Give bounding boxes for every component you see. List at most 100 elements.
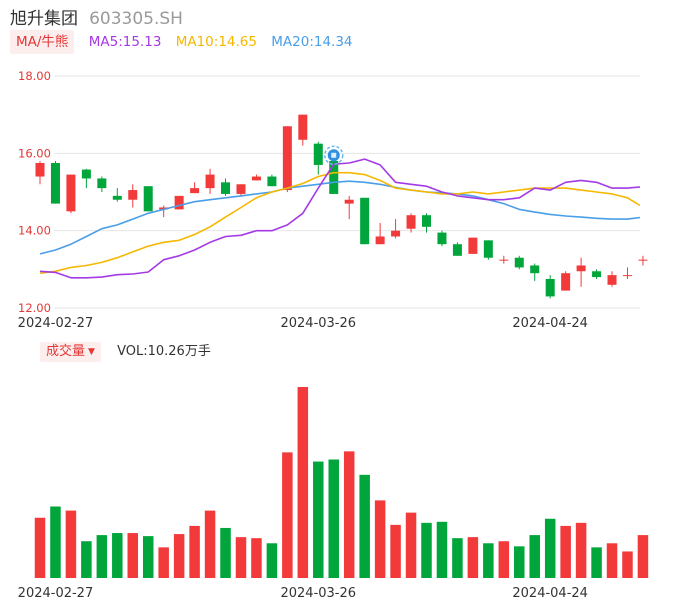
candle xyxy=(375,222,385,245)
volume-bar xyxy=(189,525,200,578)
volume-bar xyxy=(591,547,602,578)
volume-bar xyxy=(544,518,556,578)
ma10-legend-value: MA10:14.65 xyxy=(175,34,257,50)
candlestick-series xyxy=(35,114,648,299)
moving-average-lines xyxy=(39,158,641,279)
volume-value: VOL:10.26万手 xyxy=(117,344,211,359)
candle xyxy=(313,141,323,175)
candle-body xyxy=(174,195,184,210)
volume-bar xyxy=(514,546,525,578)
candle xyxy=(298,114,308,146)
candle-body xyxy=(97,178,107,189)
candle xyxy=(66,174,76,214)
candle-body xyxy=(313,143,323,165)
candle-body xyxy=(205,174,215,189)
candle xyxy=(561,271,571,291)
candle-body xyxy=(592,271,602,278)
candle-body xyxy=(576,265,586,272)
candle xyxy=(422,213,431,233)
volume-bar xyxy=(34,517,46,578)
candle-body xyxy=(422,215,431,227)
stock-header: 旭升集团 603305.SH xyxy=(10,4,183,29)
candle xyxy=(35,161,45,185)
candle-body xyxy=(561,273,571,291)
candle xyxy=(159,205,169,218)
candle-body xyxy=(375,236,385,245)
candle xyxy=(190,182,200,194)
candle xyxy=(329,157,339,194)
candle-body xyxy=(406,215,416,229)
volume-bar xyxy=(452,538,463,578)
price-date-tick: 2024-04-24 xyxy=(512,316,588,331)
volume-bar xyxy=(390,524,401,578)
volume-bar xyxy=(65,510,77,578)
ma-indicator-selector[interactable]: MA/牛熊 xyxy=(10,30,75,54)
news-marker-icon[interactable] xyxy=(323,145,344,166)
candle-body xyxy=(468,237,478,254)
candle xyxy=(97,176,107,192)
volume-bar xyxy=(251,538,262,578)
volume-bar xyxy=(606,543,618,578)
candle xyxy=(360,197,370,245)
price-tick-label: 14.00 xyxy=(18,224,51,238)
candle-body xyxy=(236,184,246,194)
candle xyxy=(143,186,153,212)
price-tick-label: 18.00 xyxy=(18,69,51,83)
price-date-axis: 2024-02-27 2024-03-26 2024-04-24 xyxy=(18,316,588,331)
candle-body xyxy=(267,176,277,187)
ma5-line xyxy=(39,158,641,279)
volume-date-tick: 2024-02-27 xyxy=(18,586,94,601)
candle xyxy=(391,219,401,239)
ma20-legend-value: MA20:14.34 xyxy=(271,34,353,50)
candle xyxy=(128,184,138,208)
volume-bar xyxy=(173,534,185,578)
price-tick-label: 16.00 xyxy=(18,146,51,160)
candle xyxy=(452,242,462,256)
volume-series xyxy=(34,387,649,578)
volume-indicator-selector[interactable]: 成交量 ▼ xyxy=(40,342,101,362)
price-axis-labels: 12.00 14.00 16.00 18.00 xyxy=(18,69,51,315)
marker-glyph xyxy=(331,152,337,158)
volume-label: 成交量 xyxy=(46,344,86,359)
candle-body xyxy=(81,169,91,179)
candle xyxy=(499,255,509,264)
volume-legend: 成交量 ▼ VOL:10.26万手 xyxy=(40,342,211,362)
volume-bar xyxy=(297,387,309,578)
candle-body xyxy=(159,207,169,210)
volume-bar xyxy=(436,521,448,578)
candle-body xyxy=(622,275,632,277)
price-date-tick: 2024-02-27 xyxy=(18,316,94,331)
candle-body xyxy=(329,161,339,194)
volume-bar xyxy=(575,522,587,578)
candle-body xyxy=(66,174,76,212)
volume-bar xyxy=(421,522,432,578)
volume-bar xyxy=(374,500,386,578)
volume-bar xyxy=(96,535,108,578)
candle-body xyxy=(221,182,231,194)
volume-bar xyxy=(158,547,169,578)
candle xyxy=(514,255,524,270)
candle xyxy=(622,267,632,279)
candle xyxy=(282,126,292,192)
candle xyxy=(483,240,493,260)
candle xyxy=(174,195,184,210)
price-date-tick: 2024-03-26 xyxy=(280,316,356,331)
candle-body xyxy=(499,259,509,261)
candle xyxy=(344,195,354,220)
caret-down-icon: ▼ xyxy=(88,347,95,357)
volume-bar xyxy=(622,551,633,578)
volume-bar xyxy=(343,451,355,578)
candle-body xyxy=(282,126,292,191)
ma20-line xyxy=(39,180,641,255)
candle xyxy=(236,184,246,196)
candle xyxy=(221,178,231,196)
ma10-line xyxy=(39,171,641,274)
volume-bar xyxy=(637,535,649,578)
price-tick-label: 12.00 xyxy=(18,301,51,315)
volume-bar xyxy=(204,510,216,578)
volume-bar xyxy=(81,541,92,578)
volume-bar xyxy=(220,527,231,578)
candle xyxy=(530,263,540,281)
candle-body xyxy=(143,186,153,212)
